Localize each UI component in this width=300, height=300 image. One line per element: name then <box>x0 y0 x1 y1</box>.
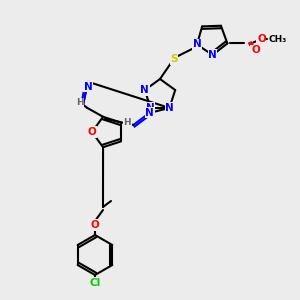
Text: H: H <box>76 98 84 107</box>
Text: CH₃: CH₃ <box>268 35 286 44</box>
Text: N: N <box>140 85 149 95</box>
Text: N: N <box>165 103 174 113</box>
Text: N: N <box>208 50 217 60</box>
Text: N: N <box>145 108 154 118</box>
Text: O: O <box>91 220 99 230</box>
Text: O: O <box>251 45 260 56</box>
Text: O: O <box>257 34 266 44</box>
Text: N: N <box>84 82 92 92</box>
Text: N: N <box>146 103 155 113</box>
Text: S: S <box>170 54 178 64</box>
Text: N: N <box>193 40 201 50</box>
Text: H: H <box>124 118 131 127</box>
Text: Cl: Cl <box>89 278 100 288</box>
Text: O: O <box>88 127 96 137</box>
